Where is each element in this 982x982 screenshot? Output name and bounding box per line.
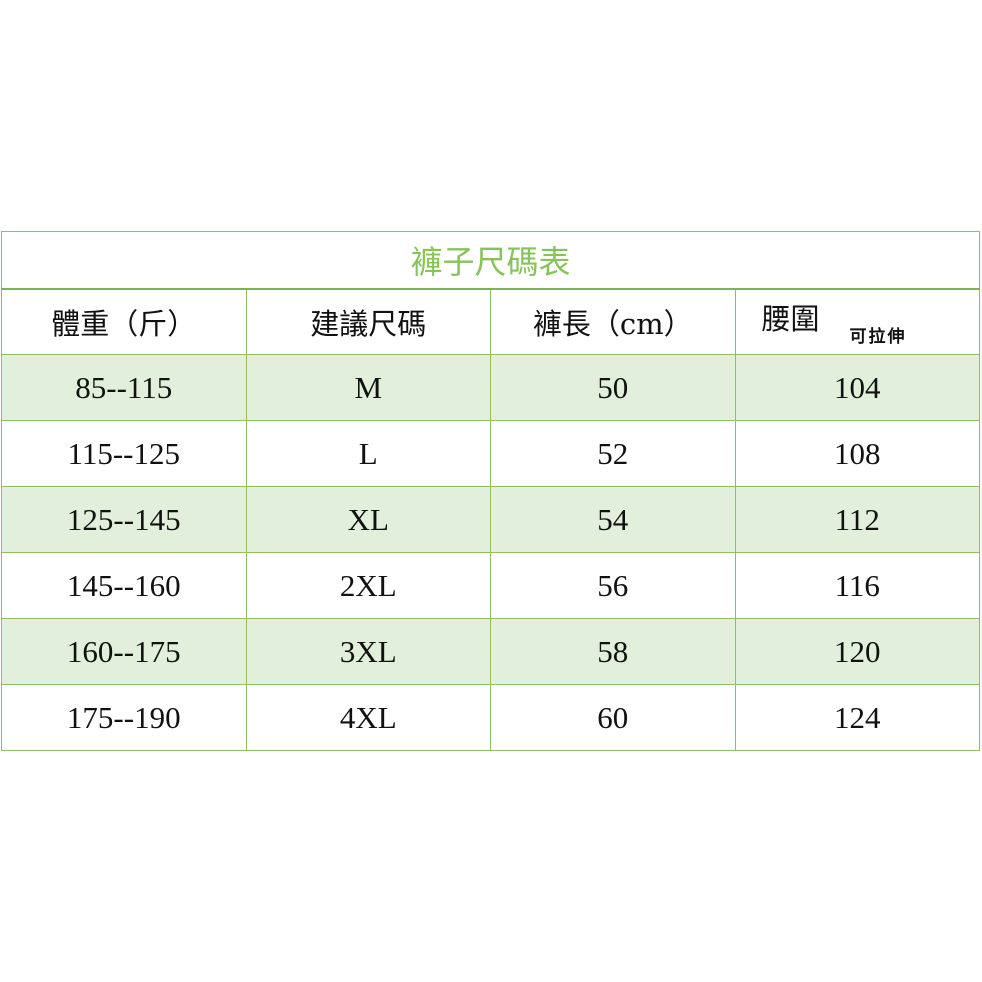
cell-size: 2XL [245,552,491,619]
cell-size: 4XL [245,684,491,751]
cell-size: M [245,354,491,421]
cell-length: 56 [490,552,736,619]
cell-weight: 160--175 [1,618,247,685]
cell-waist: 108 [734,420,980,487]
waist-stretch-note: 可拉伸 [849,327,907,347]
cell-length: 50 [490,354,736,421]
header-row: 體重（斤） 建議尺碼 褲長（cm） 腰圍 可拉伸 [1,288,980,355]
table-row: 85--115 M 50 104 [1,354,980,421]
table-row: 145--160 2XL 56 116 [1,552,980,619]
title-row: 褲子尺碼表 [1,231,980,290]
cell-length: 52 [490,420,736,487]
cell-waist: 120 [734,618,980,685]
cell-waist: 104 [734,354,980,421]
header-waist: 腰圍 可拉伸 [734,288,980,355]
cell-weight: 115--125 [1,420,247,487]
size-chart-table: 褲子尺碼表 體重（斤） 建議尺碼 褲長（cm） 腰圍 可拉伸 85--115 M 5… [1,231,980,751]
cell-size: 3XL [245,618,491,685]
cell-size: L [245,420,491,487]
cell-weight: 85--115 [1,354,247,421]
table-row: 175--190 4XL 60 124 [1,684,980,751]
cell-size: XL [245,486,491,553]
cell-waist: 116 [734,552,980,619]
table-row: 160--175 3XL 58 120 [1,618,980,685]
cell-length: 60 [490,684,736,751]
cell-waist: 124 [734,684,980,751]
table-title: 褲子尺碼表 [1,231,980,290]
header-waist-label: 腰圍 [761,302,820,336]
cell-weight: 145--160 [1,552,247,619]
cell-weight: 175--190 [1,684,247,751]
header-length: 褲長（cm） [490,288,736,355]
cell-weight: 125--145 [1,486,247,553]
cell-length: 58 [490,618,736,685]
table-row: 125--145 XL 54 112 [1,486,980,553]
cell-length: 54 [490,486,736,553]
table-row: 115--125 L 52 108 [1,420,980,487]
header-weight: 體重（斤） [1,288,247,355]
header-size: 建議尺碼 [245,288,491,355]
cell-waist: 112 [734,486,980,553]
